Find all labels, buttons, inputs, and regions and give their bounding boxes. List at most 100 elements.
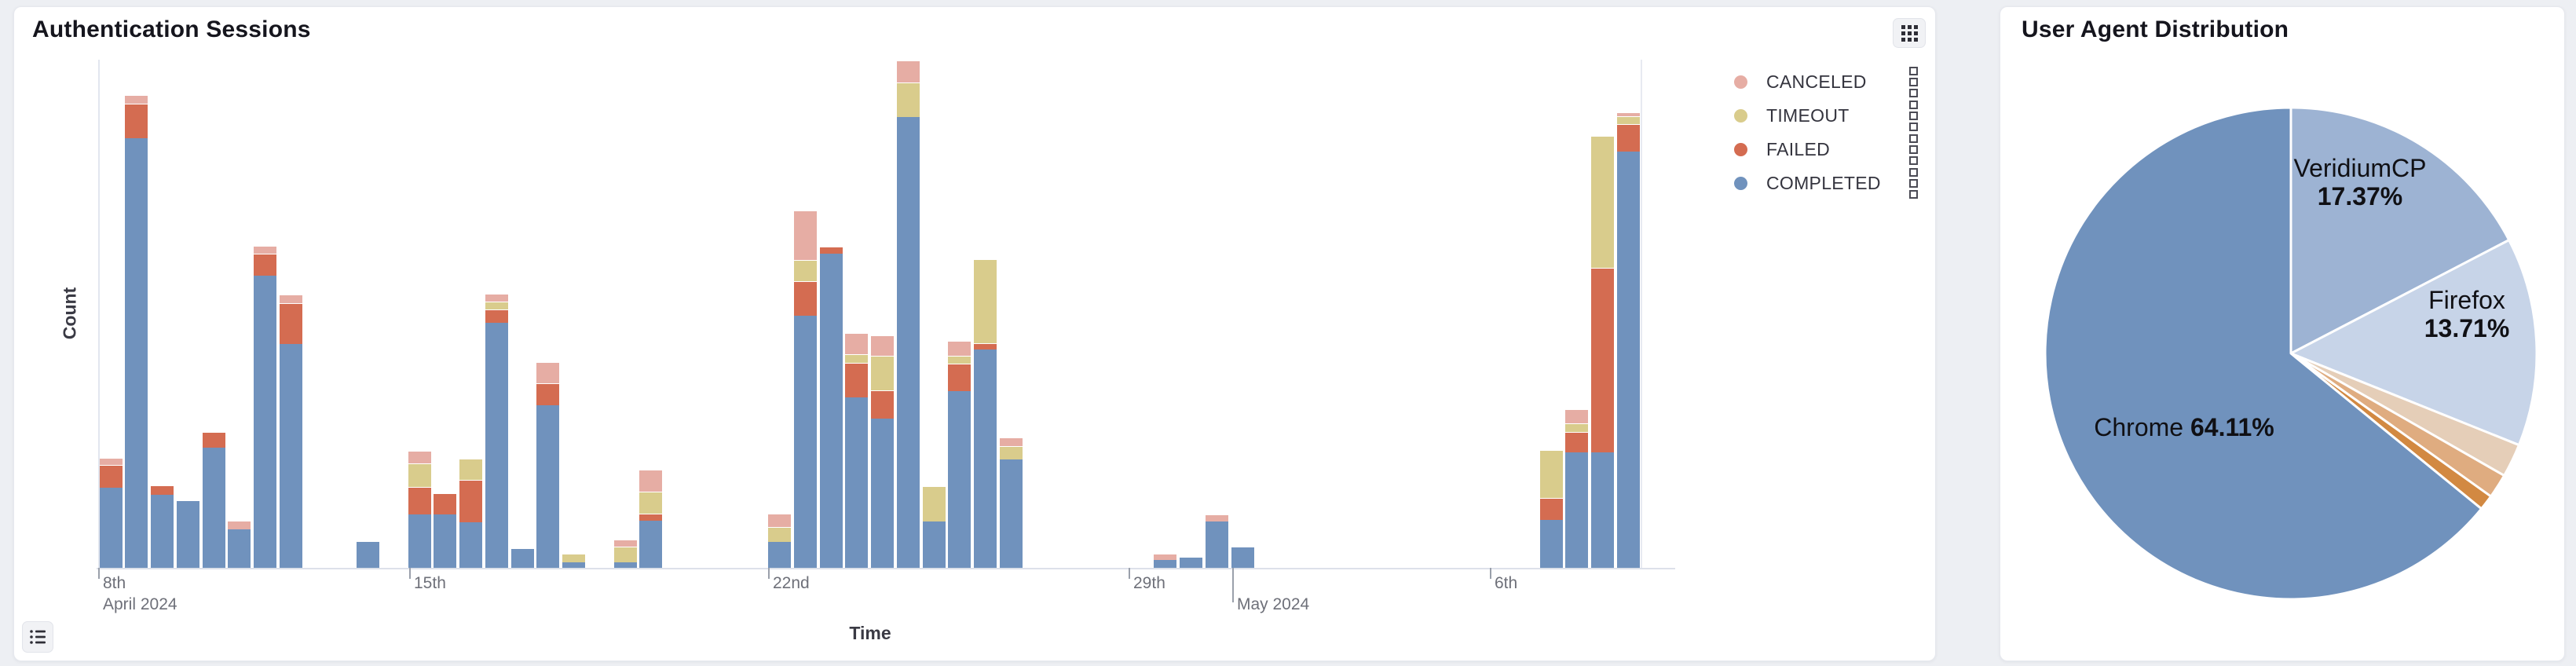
bar-segment-completed[interactable] <box>793 316 817 568</box>
bar-segment-completed[interactable] <box>1616 152 1640 568</box>
bar-segment-timeout[interactable] <box>768 527 791 542</box>
bar-segment-canceled[interactable] <box>125 95 148 104</box>
bar-segment-failed[interactable] <box>434 493 457 514</box>
bar-segment-completed[interactable] <box>639 521 663 568</box>
legend-item-timeout[interactable]: TIMEOUT <box>1734 100 1918 131</box>
bar-segment-failed[interactable] <box>1565 432 1589 452</box>
bar-segment-completed[interactable] <box>434 514 457 568</box>
bar-segment-canceled[interactable] <box>896 60 920 82</box>
bar-segment-timeout[interactable] <box>793 260 817 281</box>
stacked-bar[interactable] <box>536 362 560 568</box>
bar-segment-timeout[interactable] <box>948 356 971 364</box>
bar-segment-failed[interactable] <box>408 487 431 514</box>
bar-segment-canceled[interactable] <box>871 335 894 356</box>
stacked-bar[interactable] <box>1180 558 1202 568</box>
bar-segment-canceled[interactable] <box>1616 112 1640 116</box>
bar-segment-timeout[interactable] <box>1539 450 1563 498</box>
data-view-button[interactable] <box>22 621 53 653</box>
bar-segment-failed[interactable] <box>819 247 843 254</box>
bar-segment-timeout[interactable] <box>871 356 894 390</box>
bar-segment-timeout[interactable] <box>999 446 1023 459</box>
bar-segment-failed[interactable] <box>536 383 560 405</box>
bar-segment-canceled[interactable] <box>408 451 431 463</box>
bar-segment-canceled[interactable] <box>613 540 637 547</box>
bar-segment-failed[interactable] <box>151 485 174 495</box>
bar-segment-failed[interactable] <box>974 343 997 349</box>
bar-segment-completed[interactable] <box>922 521 946 568</box>
bar-segment-completed[interactable] <box>254 276 276 568</box>
bar-segment-canceled[interactable] <box>536 362 560 383</box>
bar-segment-completed[interactable] <box>459 522 482 568</box>
bar-segment-canceled[interactable] <box>279 295 302 303</box>
bar-segment-timeout[interactable] <box>485 302 508 309</box>
bar-segment-completed[interactable] <box>1180 558 1202 568</box>
bar-segment-completed[interactable] <box>408 514 431 568</box>
legend-item-failed[interactable]: FAILED <box>1734 134 1918 165</box>
pie-slice-chrome[interactable] <box>2044 106 2483 601</box>
bar-segment-completed[interactable] <box>845 397 869 568</box>
bar-segment-completed[interactable] <box>974 349 997 568</box>
bar-segment-completed[interactable] <box>151 495 174 568</box>
bar-segment-completed[interactable] <box>948 391 971 568</box>
legend-item-completed[interactable]: COMPLETED <box>1734 167 1918 199</box>
drag-handle-icon[interactable] <box>1909 66 1918 97</box>
stacked-bar[interactable] <box>99 458 123 568</box>
bar-segment-failed[interactable] <box>459 480 482 522</box>
stacked-bar[interactable] <box>1591 136 1614 568</box>
bar-segment-canceled[interactable] <box>845 333 869 354</box>
bar-segment-canceled[interactable] <box>254 246 276 254</box>
bar-segment-completed[interactable] <box>99 488 123 568</box>
bar-segment-completed[interactable] <box>768 542 791 568</box>
bar-segment-timeout[interactable] <box>974 259 997 343</box>
stacked-bar[interactable] <box>1565 409 1589 568</box>
stacked-bar[interactable] <box>408 451 431 568</box>
drag-handle-icon[interactable] <box>1909 100 1918 131</box>
bar-segment-completed[interactable] <box>1539 520 1563 568</box>
bar-segment-canceled[interactable] <box>228 521 251 529</box>
bar-segment-timeout[interactable] <box>408 463 431 487</box>
bar-segment-timeout[interactable] <box>613 547 637 562</box>
stacked-bar[interactable] <box>202 432 225 568</box>
stacked-bar[interactable] <box>279 295 302 568</box>
bar-segment-failed[interactable] <box>125 104 148 138</box>
bar-segment-timeout[interactable] <box>459 459 482 480</box>
bar-segment-completed[interactable] <box>999 459 1023 568</box>
stacked-bar[interactable] <box>125 95 148 568</box>
bar-segment-timeout[interactable] <box>1565 423 1589 432</box>
stacked-bar[interactable] <box>948 341 971 568</box>
bar-segment-completed[interactable] <box>1591 452 1614 568</box>
stacked-bar[interactable] <box>459 459 482 568</box>
bar-segment-failed[interactable] <box>254 254 276 276</box>
bar-segment-completed[interactable] <box>1231 547 1254 568</box>
bar-segment-canceled[interactable] <box>948 341 971 356</box>
stacked-bar[interactable] <box>1616 112 1640 568</box>
bar-segment-completed[interactable] <box>562 562 585 568</box>
bar-segment-failed[interactable] <box>845 363 869 397</box>
pie-slice-firefox[interactable] <box>2289 239 2538 447</box>
bar-segment-timeout[interactable] <box>1591 136 1614 268</box>
bar-segment-completed[interactable] <box>536 405 560 568</box>
stacked-bar[interactable] <box>871 335 894 568</box>
bar-segment-canceled[interactable] <box>485 294 508 302</box>
bar-segment-failed[interactable] <box>485 309 508 323</box>
stacked-bar[interactable] <box>613 540 637 568</box>
bar-segment-timeout[interactable] <box>562 554 585 562</box>
bar-segment-completed[interactable] <box>613 562 637 568</box>
bar-segment-timeout[interactable] <box>922 486 946 521</box>
bar-segment-failed[interactable] <box>871 390 894 419</box>
bar-segment-completed[interactable] <box>510 549 534 568</box>
stacked-bar[interactable] <box>896 60 920 568</box>
card-options-button[interactable] <box>1893 18 1926 48</box>
stacked-bar[interactable] <box>999 437 1023 568</box>
bar-segment-completed[interactable] <box>125 138 148 568</box>
legend-item-canceled[interactable]: CANCELED <box>1734 66 1918 97</box>
bar-segment-completed[interactable] <box>1154 560 1177 568</box>
stacked-bar[interactable] <box>639 470 663 568</box>
bar-segment-completed[interactable] <box>279 344 302 568</box>
stacked-bar[interactable] <box>357 542 379 568</box>
bar-segment-timeout[interactable] <box>1616 116 1640 124</box>
stacked-bar[interactable] <box>922 486 946 568</box>
bar-segment-completed[interactable] <box>1565 452 1589 568</box>
bar-segment-completed[interactable] <box>819 254 843 568</box>
bar-segment-completed[interactable] <box>485 323 508 568</box>
